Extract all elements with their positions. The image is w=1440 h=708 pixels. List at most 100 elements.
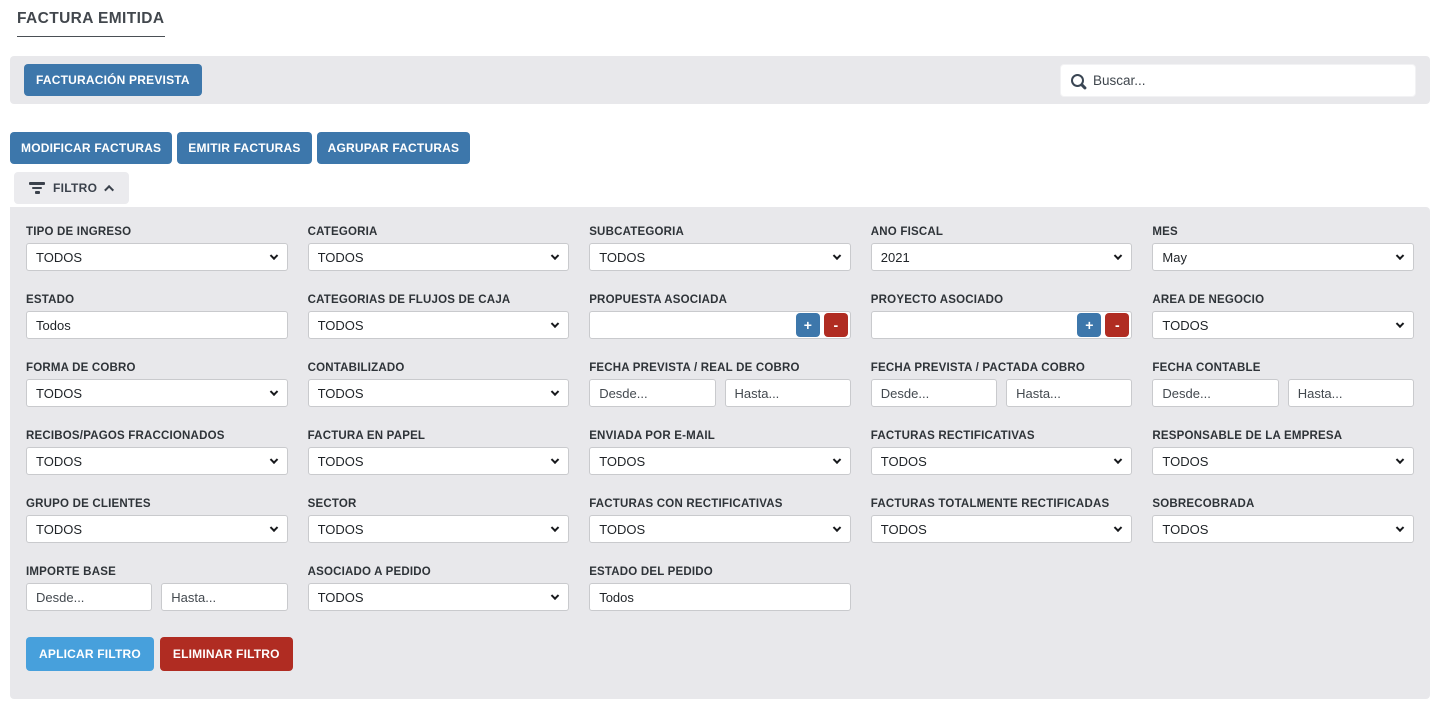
field-fecha-contable: FECHA CONTABLE xyxy=(1152,362,1415,407)
field-importe-base: IMPORTE BASE xyxy=(26,566,288,611)
propuesta-add-button[interactable]: + xyxy=(795,313,820,337)
filter-grid: TIPO DE INGRESO TODOS CATEGORÍA TODOS SU… xyxy=(26,226,1415,611)
enviada-por-email-select[interactable]: TODOS xyxy=(589,447,851,475)
field-ano-fiscal: AÑO FISCAL 2021 xyxy=(870,226,1133,271)
field-label: FECHA CONTABLE xyxy=(1152,362,1261,374)
contabilizado-select[interactable]: TODOS xyxy=(307,379,570,407)
field-area-de-negocio: ÁREA DE NEGOCIO TODOS xyxy=(1152,294,1414,339)
field-subcategoria: SUBCATEGORÍA TODOS xyxy=(589,226,851,271)
field-label: CATEGORÍA xyxy=(307,226,378,238)
fecha-contable-desde-input[interactable] xyxy=(1152,379,1279,407)
modificar-facturas-button[interactable]: MODIFICAR FACTURAS xyxy=(10,132,173,164)
field-proyecto-asociado: PROYECTO ASOCIADO + - xyxy=(870,294,1133,339)
field-label: SOBRECOBRADA xyxy=(1152,498,1255,510)
mes-select[interactable]: May xyxy=(1152,243,1414,271)
search-input[interactable] xyxy=(1093,72,1405,88)
area-de-negocio-select[interactable]: TODOS xyxy=(1152,311,1414,339)
filter-actions: APLICAR FILTRO ELIMINAR FILTRO xyxy=(26,637,1414,671)
field-label: CONTABILIZADO xyxy=(307,362,405,374)
facturas-con-rectificativas-select[interactable]: TODOS xyxy=(589,515,851,543)
field-label: FACTURAS CON RECTIFICATIVAS xyxy=(589,498,783,510)
field-enviada-por-email: ENVIADA POR E-MAIL TODOS xyxy=(589,430,851,475)
field-sobrecobrada: SOBRECOBRADA TODOS xyxy=(1152,498,1414,543)
sobrecobrada-select[interactable]: TODOS xyxy=(1152,515,1414,543)
grupo-de-clientes-select[interactable]: TODOS xyxy=(26,515,288,543)
field-responsable-de-la-empresa: RESPONSABLE DE LA EMPRESA TODOS xyxy=(1152,430,1414,475)
filter-toggle-button[interactable]: FILTRO xyxy=(14,172,130,204)
proyecto-remove-button[interactable]: - xyxy=(1105,313,1130,337)
field-label: IMPORTE BASE xyxy=(26,566,116,578)
field-facturas-rectificativas: FACTURAS RECTIFICATIVAS TODOS xyxy=(870,430,1133,475)
fecha-prevista-pactada-desde-input[interactable] xyxy=(870,379,998,407)
field-fecha-prevista-pactada-cobro: FECHA PREVISTA / PACTADA COBRO xyxy=(870,362,1133,407)
recibos-pagos-fraccionados-select[interactable]: TODOS xyxy=(26,447,288,475)
forma-de-cobro-select[interactable]: TODOS xyxy=(26,379,288,407)
field-label: FECHA PREVISTA / REAL DE COBRO xyxy=(589,362,800,374)
subcategoria-select[interactable]: TODOS xyxy=(589,243,851,271)
field-contabilizado: CONTABILIZADO TODOS xyxy=(307,362,570,407)
field-label: CATEGORÍAS DE FLUJOS DE CAJA xyxy=(307,294,511,306)
field-label: ESTADO DEL PEDIDO xyxy=(589,566,713,578)
field-propuesta-asociada: PROPUESTA ASOCIADA + - xyxy=(589,294,851,339)
filter-panel: TIPO DE INGRESO TODOS CATEGORÍA TODOS SU… xyxy=(10,207,1430,699)
agrupar-facturas-button[interactable]: AGRUPAR FACTURAS xyxy=(316,132,471,164)
field-recibos-pagos-fraccionados: RECIBOS/PAGOS FRACCIONADOS TODOS xyxy=(26,430,288,475)
asociado-a-pedido-select[interactable]: TODOS xyxy=(307,583,570,611)
fecha-prevista-real-hasta-input[interactable] xyxy=(724,379,851,407)
estado-input[interactable] xyxy=(26,311,288,339)
field-categorias-flujos-caja: CATEGORÍAS DE FLUJOS DE CAJA TODOS xyxy=(307,294,570,339)
facturas-rectificativas-select[interactable]: TODOS xyxy=(870,447,1133,475)
importe-base-hasta-input[interactable] xyxy=(161,583,288,611)
categorias-flujos-caja-select[interactable]: TODOS xyxy=(307,311,570,339)
field-label: PROYECTO ASOCIADO xyxy=(870,294,1004,306)
field-label: SECTOR xyxy=(307,498,357,510)
field-forma-de-cobro: FORMA DE COBRO TODOS xyxy=(26,362,288,407)
field-tipo-de-ingreso: TIPO DE INGRESO TODOS xyxy=(26,226,288,271)
factura-en-papel-select[interactable]: TODOS xyxy=(307,447,570,475)
field-facturas-totalmente-rectificadas: FACTURAS TOTALMENTE RECTIFICADAS TODOS xyxy=(870,498,1133,543)
field-label: ENVIADA POR E-MAIL xyxy=(589,430,716,442)
search-box[interactable] xyxy=(1060,63,1416,97)
field-fecha-prevista-real-cobro: FECHA PREVISTA / REAL DE COBRO xyxy=(589,362,851,407)
facturacion-prevista-button[interactable]: FACTURACIÓN PREVISTA xyxy=(24,64,202,96)
fecha-contable-hasta-input[interactable] xyxy=(1287,379,1415,407)
field-mes: MES May xyxy=(1152,226,1414,271)
facturas-totalmente-rectificadas-select[interactable]: TODOS xyxy=(870,515,1133,543)
eliminar-filtro-button[interactable]: ELIMINAR FILTRO xyxy=(159,637,293,671)
field-label: MES xyxy=(1152,226,1178,238)
categoria-select[interactable]: TODOS xyxy=(307,243,570,271)
aplicar-filtro-button[interactable]: APLICAR FILTRO xyxy=(26,637,154,671)
field-facturas-con-rectificativas: FACTURAS CON RECTIFICATIVAS TODOS xyxy=(589,498,851,543)
fecha-prevista-real-desde-input[interactable] xyxy=(589,379,716,407)
field-factura-en-papel: FACTURA EN PAPEL TODOS xyxy=(307,430,570,475)
field-label: ASOCIADO A PEDIDO xyxy=(307,566,431,578)
field-label: GRUPO DE CLIENTES xyxy=(26,498,151,510)
field-grupo-de-clientes: GRUPO DE CLIENTES TODOS xyxy=(26,498,288,543)
field-categoria: CATEGORÍA TODOS xyxy=(307,226,570,271)
estado-del-pedido-input[interactable] xyxy=(589,583,851,611)
field-label: ÁREA DE NEGOCIO xyxy=(1152,294,1265,306)
field-label: FORMA DE COBRO xyxy=(26,362,136,374)
propuesta-remove-button[interactable]: - xyxy=(823,313,848,337)
filter-toggle-label: FILTRO xyxy=(53,181,98,195)
field-label: FECHA PREVISTA / PACTADA COBRO xyxy=(870,362,1086,374)
field-label: RECIBOS/PAGOS FRACCIONADOS xyxy=(26,430,225,442)
field-estado: ESTADO xyxy=(26,294,288,339)
filter-funnel-icon xyxy=(29,182,45,194)
tipo-de-ingreso-select[interactable]: TODOS xyxy=(26,243,288,271)
responsable-de-la-empresa-select[interactable]: TODOS xyxy=(1152,447,1414,475)
proyecto-add-button[interactable]: + xyxy=(1077,313,1102,337)
field-label: RESPONSABLE DE LA EMPRESA xyxy=(1152,430,1343,442)
page-title: FACTURA EMITIDA xyxy=(17,10,165,37)
emitir-facturas-button[interactable]: EMITIR FACTURAS xyxy=(177,132,312,164)
field-label: PROPUESTA ASOCIADA xyxy=(589,294,728,306)
field-estado-del-pedido: ESTADO DEL PEDIDO xyxy=(589,566,851,611)
fecha-prevista-pactada-hasta-input[interactable] xyxy=(1006,379,1133,407)
field-label: FACTURA EN PAPEL xyxy=(307,430,426,442)
field-asociado-a-pedido: ASOCIADO A PEDIDO TODOS xyxy=(307,566,570,611)
ano-fiscal-select[interactable]: 2021 xyxy=(870,243,1133,271)
field-sector: SECTOR TODOS xyxy=(307,498,570,543)
importe-base-desde-input[interactable] xyxy=(26,583,153,611)
sector-select[interactable]: TODOS xyxy=(307,515,570,543)
field-label: AÑO FISCAL xyxy=(870,226,944,238)
